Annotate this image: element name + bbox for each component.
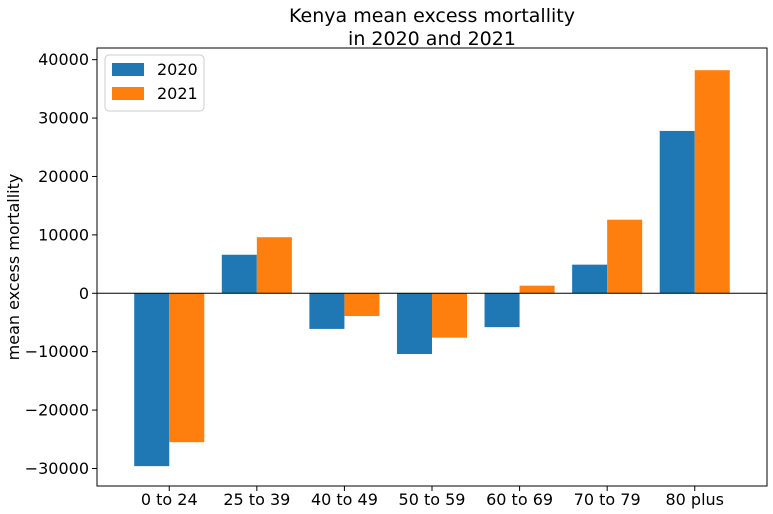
y-tick-label: 0 <box>79 284 89 303</box>
y-tick-label: 40000 <box>38 50 89 69</box>
bar-2020-25-to-39 <box>221 254 257 294</box>
y-tick-label: −30000 <box>25 459 89 478</box>
bar-2021-50-to-59 <box>432 293 468 338</box>
y-axis-label: mean excess mortallity <box>4 174 23 361</box>
y-tick-label: −20000 <box>25 401 89 420</box>
chart-title-line2: in 2020 and 2021 <box>348 28 516 50</box>
bar-2020-80-plus <box>659 130 695 294</box>
bar-2020-0-to-24 <box>134 293 170 467</box>
bars-layer <box>134 70 730 467</box>
x-tick-label: 0 to 24 <box>141 490 198 509</box>
bar-2020-70-to-79 <box>572 264 608 294</box>
axes-layer: −30000 −20000 −10000 0 10000 20000 30000 40000 0… <box>25 47 768 509</box>
x-tick-label: 60 to 69 <box>486 490 553 509</box>
bar-2021-25-to-39 <box>256 237 292 294</box>
bar-2021-60-to-69 <box>519 285 555 294</box>
x-tick-label: 25 to 39 <box>223 490 290 509</box>
legend-label: 2021 <box>157 84 198 103</box>
x-tick-label: 50 to 59 <box>399 490 466 509</box>
bar-2020-50-to-59 <box>396 293 432 355</box>
bar-2021-0-to-24 <box>169 293 205 443</box>
x-tick-label: 70 to 79 <box>574 490 641 509</box>
bar-2021-70-to-79 <box>607 219 643 294</box>
y-tick-label: 10000 <box>38 225 89 244</box>
y-tick-label: −10000 <box>25 342 89 361</box>
x-tick-label: 40 to 49 <box>311 490 378 509</box>
y-tick-label: 20000 <box>38 167 89 186</box>
legend-swatch <box>112 63 144 76</box>
y-tick-label: 30000 <box>38 109 89 128</box>
x-tick-label: 80 plus <box>665 490 724 509</box>
bar-2020-40-to-49 <box>309 293 345 329</box>
legend-label: 2020 <box>157 60 198 79</box>
bar-2021-40-to-49 <box>344 293 380 317</box>
bar-2021-80-plus <box>694 70 730 294</box>
legend-swatch <box>112 87 144 100</box>
chart-title-line1: Kenya mean excess mortallity <box>289 5 575 27</box>
legend: 2020 2021 <box>104 54 205 112</box>
bar-2020-60-to-69 <box>484 293 520 328</box>
